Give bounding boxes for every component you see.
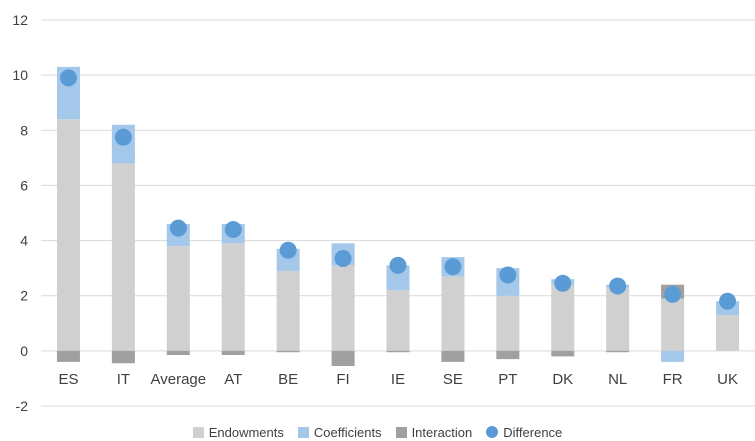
y-tick-label: -2 <box>16 398 29 414</box>
bar-endowments-se <box>441 276 465 351</box>
legend-item-interaction: Interaction <box>395 424 473 440</box>
difference-point-fi <box>334 249 352 267</box>
bar-interaction-se <box>441 350 465 362</box>
x-tick-label-nl: NL <box>608 371 627 388</box>
legend-swatch-endowments <box>192 426 204 438</box>
difference-point-es <box>59 69 77 87</box>
y-tick-label: 10 <box>12 67 28 83</box>
bar-endowments-pt <box>496 295 520 351</box>
bar-endowments-ie <box>386 290 410 351</box>
y-tick-label: 8 <box>20 122 28 138</box>
difference-markers <box>59 69 737 310</box>
difference-point-pt <box>499 266 517 284</box>
legend-item-coefficients: Coefficients <box>297 424 382 440</box>
difference-point-uk <box>719 292 737 310</box>
bar-endowments-uk <box>716 315 740 351</box>
bar-endowments-be <box>276 270 300 351</box>
bar-interaction-average <box>166 350 190 355</box>
bar-endowments-at <box>221 243 245 351</box>
x-tick-labels: ES IT Average AT BE FI IE SE PT DK NL FR UK <box>58 371 738 388</box>
legend-item-difference: Difference <box>486 425 562 440</box>
y-tick-label: 2 <box>20 288 28 304</box>
x-tick-label-be: BE <box>278 371 298 388</box>
legend-label-difference: Difference <box>503 424 563 440</box>
bars <box>56 66 740 367</box>
y-tick-label: 12 <box>12 12 28 28</box>
difference-point-at <box>224 221 242 239</box>
legend-swatch-interaction <box>395 426 407 438</box>
x-tick-label-se: SE <box>443 371 463 388</box>
difference-point-nl <box>609 277 627 295</box>
bar-interaction-it <box>111 350 135 364</box>
legend-label-endowments: Endowments <box>208 424 284 440</box>
difference-point-se <box>444 258 462 276</box>
x-tick-label-pt: PT <box>498 371 517 388</box>
bar-coefficients-fr <box>661 350 685 362</box>
difference-point-ie <box>389 256 407 274</box>
x-tick-label-fi: FI <box>336 371 349 388</box>
bar-endowments-fi <box>331 265 355 351</box>
bar-endowments-it <box>111 163 135 351</box>
bar-interaction-es <box>56 350 80 362</box>
difference-point-fr <box>664 285 682 303</box>
difference-point-average <box>169 219 187 237</box>
difference-point-it <box>114 128 132 146</box>
x-tick-label-at: AT <box>224 371 242 388</box>
bar-endowments-es <box>56 119 80 351</box>
y-tick-labels: -2 0 2 4 6 8 10 12 <box>12 12 28 414</box>
legend-item-endowments: Endowments <box>192 424 284 440</box>
x-tick-label-uk: UK <box>717 371 738 388</box>
bar-interaction-fi <box>331 350 355 367</box>
y-tick-label: 0 <box>20 343 28 359</box>
x-tick-label-fr: FR <box>663 371 683 388</box>
difference-point-dk <box>554 274 572 292</box>
bar-interaction-dk <box>551 350 575 357</box>
bar-endowments-dk <box>551 284 575 351</box>
bar-endowments-average <box>166 246 190 351</box>
legend-swatch-coefficients <box>297 426 309 438</box>
legend-label-interaction: Interaction <box>411 424 473 440</box>
difference-point-be <box>279 241 297 259</box>
bar-endowments-fr <box>661 298 685 351</box>
bar-interaction-at <box>221 350 245 355</box>
legend-marker-difference <box>486 426 499 438</box>
x-tick-label-average: Average <box>151 371 207 388</box>
x-tick-label-es: ES <box>58 371 78 388</box>
legend: Endowments Coefficients Interaction Diff… <box>0 423 755 441</box>
bar-interaction-ie <box>386 350 410 353</box>
bar-endowments-nl <box>606 287 630 351</box>
y-tick-label: 4 <box>20 233 28 249</box>
y-tick-label: 6 <box>20 177 28 193</box>
x-tick-label-ie: IE <box>391 371 405 388</box>
bar-interaction-be <box>276 350 300 353</box>
legend-label-coefficients: Coefficients <box>313 424 382 440</box>
bar-interaction-nl <box>606 350 630 353</box>
x-tick-label-it: IT <box>117 371 130 388</box>
x-tick-label-dk: DK <box>552 371 573 388</box>
bar-interaction-pt <box>496 350 520 360</box>
